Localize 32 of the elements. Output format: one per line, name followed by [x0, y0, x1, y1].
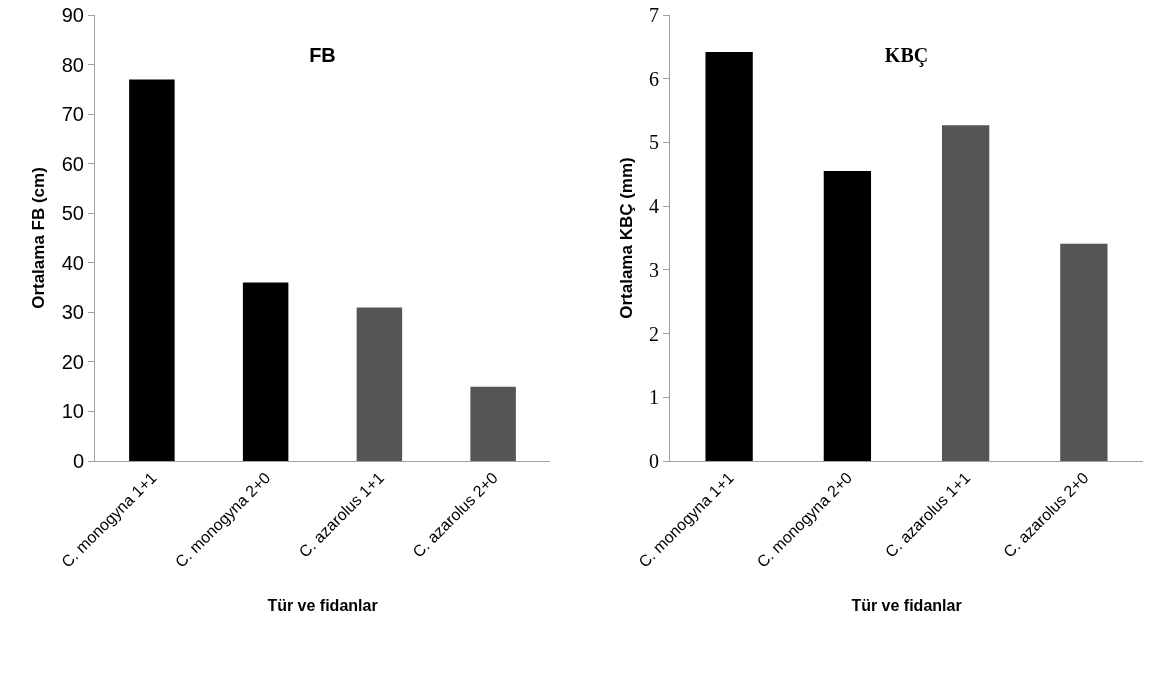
y-tick-label: 10 — [61, 400, 84, 423]
bar — [1060, 243, 1108, 461]
y-tick-label: 30 — [61, 301, 84, 324]
y-tick-label: 60 — [61, 152, 84, 175]
y-tick-label: 1 — [649, 386, 659, 409]
x-axis-title: Tür ve fidanlar — [851, 597, 962, 615]
y-tick-label: 40 — [61, 251, 84, 274]
x-axis-title: Tür ve fidanlar — [267, 597, 378, 615]
y-tick-label: 70 — [61, 103, 84, 126]
y-tick-label: 80 — [61, 53, 84, 76]
y-tick-label: 20 — [61, 350, 84, 373]
bar — [242, 282, 289, 461]
y-tick-label: 0 — [72, 450, 84, 472]
y-tick-label: 5 — [649, 131, 659, 154]
bar — [823, 171, 872, 461]
bar — [705, 51, 753, 461]
y-tick-label: 6 — [649, 67, 659, 90]
y-tick-label: 2 — [649, 322, 659, 345]
bar — [356, 307, 403, 461]
y-tick-label: 0 — [649, 450, 659, 472]
bar — [941, 125, 990, 461]
y-axis-title: Ortalama KBÇ (mm) — [616, 157, 636, 319]
y-axis-title: Ortalama FB (cm) — [29, 167, 49, 309]
text: FB — [309, 43, 336, 66]
bar — [129, 79, 175, 461]
y-tick-label: 90 — [61, 4, 84, 26]
y-tick-label: 4 — [649, 195, 659, 218]
y-tick-label: 7 — [649, 4, 659, 26]
text: KBÇ — [884, 43, 929, 67]
bar — [470, 386, 516, 461]
y-tick-label: 50 — [61, 202, 84, 225]
y-tick-label: 3 — [649, 258, 659, 281]
